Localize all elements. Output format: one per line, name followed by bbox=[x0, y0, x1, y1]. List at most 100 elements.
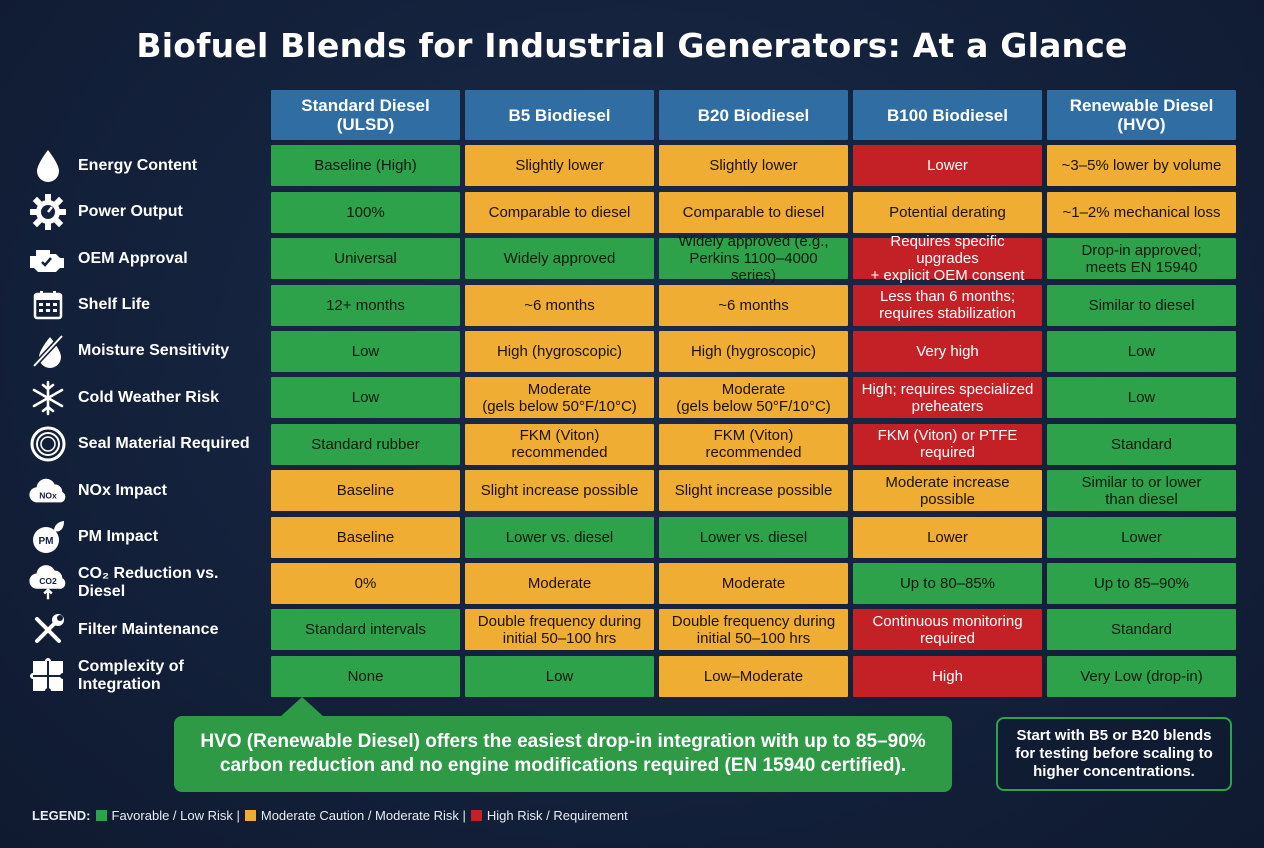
table-cell: Universal bbox=[271, 238, 460, 280]
row-label-text: Complexity of Integration bbox=[78, 658, 184, 694]
table-cell: Slight increase possible bbox=[659, 470, 848, 512]
row-label: Cold Weather Risk bbox=[28, 377, 266, 418]
row-label-text: PM Impact bbox=[78, 528, 159, 546]
table-cell: Very high bbox=[853, 330, 1042, 372]
table-cell: FKM (Viton) recommended bbox=[465, 423, 654, 465]
table-cell: Baseline bbox=[271, 516, 460, 558]
table-cell: 12+ months bbox=[271, 284, 460, 326]
row-label-text: Seal Material Required bbox=[78, 435, 250, 453]
legend-high: High Risk / Requirement bbox=[486, 808, 628, 823]
gear-gauge-icon bbox=[28, 192, 68, 232]
legend-swatch-favorable bbox=[95, 810, 107, 821]
snowflake-icon bbox=[28, 378, 68, 418]
table-cell: Continuous monitoring required bbox=[853, 609, 1042, 651]
seal-ring-icon bbox=[28, 424, 68, 464]
table-cell: None bbox=[271, 655, 460, 697]
table-cell: High (hygroscopic) bbox=[659, 330, 848, 372]
nox-cloud-icon: NOx bbox=[28, 471, 68, 511]
page-title: Biofuel Blends for Industrial Generators… bbox=[136, 26, 1128, 65]
legend-favorable: Favorable / Low Risk | bbox=[111, 808, 240, 823]
table-cell: Lower bbox=[853, 516, 1042, 558]
table-cell: Slightly lower bbox=[465, 145, 654, 187]
table-cell: ~1–2% mechanical loss bbox=[1047, 191, 1236, 233]
table-cell: FKM (Viton) or PTFE required bbox=[853, 423, 1042, 465]
row-label-text: Shelf Life bbox=[78, 296, 151, 314]
calendar-icon bbox=[28, 285, 68, 325]
row-label: PM PM Impact bbox=[28, 517, 266, 558]
table-cell: Low bbox=[271, 377, 460, 419]
no-water-icon bbox=[28, 331, 68, 371]
table-cell: Similar to diesel bbox=[1047, 284, 1236, 326]
column-header-b100: B100 Biodiesel bbox=[853, 90, 1042, 140]
table-cell: Slightly lower bbox=[659, 145, 848, 187]
table-cell: Requires specific upgrades + explicit OE… bbox=[853, 233, 1042, 284]
table-cell: Up to 85–90% bbox=[1047, 562, 1236, 604]
row-label-text: Power Output bbox=[78, 203, 183, 221]
legend-swatch-high bbox=[470, 810, 482, 821]
comparison-table: Standard Diesel (ULSD) B5 Biodiesel B20 … bbox=[28, 90, 1236, 697]
table-cell: ~3–5% lower by volume bbox=[1047, 145, 1236, 187]
tip-box: Start with B5 or B20 blends for testing … bbox=[996, 717, 1232, 791]
co2-cloud-icon: CO2 bbox=[28, 563, 68, 603]
table-cell: Similar to or lower than diesel bbox=[1047, 470, 1236, 512]
hvo-callout: HVO (Renewable Diesel) offers the easies… bbox=[174, 716, 952, 792]
table-cell: 100% bbox=[271, 191, 460, 233]
row-label: Moisture Sensitivity bbox=[28, 331, 266, 372]
table-cell: Low bbox=[1047, 377, 1236, 419]
table-cell: Comparable to diesel bbox=[659, 191, 848, 233]
table-cell: Standard bbox=[1047, 423, 1236, 465]
pm-leaf-icon: PM bbox=[28, 517, 68, 557]
table-cell: Lower vs. diesel bbox=[465, 516, 654, 558]
column-header-ulsd: Standard Diesel (ULSD) bbox=[271, 90, 460, 140]
row-label: Filter Maintenance bbox=[28, 609, 266, 650]
column-header-b5: B5 Biodiesel bbox=[465, 90, 654, 140]
row-label: Seal Material Required bbox=[28, 424, 266, 465]
droplet-icon bbox=[28, 146, 68, 186]
legend-moderate: Moderate Caution / Moderate Risk | bbox=[260, 808, 466, 823]
table-cell: High; requires specialized preheaters bbox=[853, 377, 1042, 419]
legend-swatch-moderate bbox=[244, 810, 256, 821]
row-label: Power Output bbox=[28, 192, 266, 233]
wrench-screwdriver-icon bbox=[28, 610, 68, 650]
table-cell: Widely approved bbox=[465, 238, 654, 280]
row-label: Energy Content bbox=[28, 145, 266, 186]
table-cell: Baseline (High) bbox=[271, 145, 460, 187]
table-cell: Baseline bbox=[271, 470, 460, 512]
column-header-hvo: Renewable Diesel (HVO) bbox=[1047, 90, 1236, 140]
table-cell: Low bbox=[1047, 330, 1236, 372]
row-label-text: Moisture Sensitivity bbox=[78, 342, 230, 360]
row-label-text: Energy Content bbox=[78, 156, 198, 174]
table-cell: Lower vs. diesel bbox=[659, 516, 848, 558]
legend: LEGEND: Favorable / Low Risk | Moderate … bbox=[32, 808, 628, 823]
table-cell: Widely approved (e.g., Perkins 1100–4000… bbox=[659, 233, 848, 284]
svg-text:PM: PM bbox=[39, 536, 54, 547]
table-cell: Lower bbox=[1047, 516, 1236, 558]
svg-text:NOx: NOx bbox=[39, 490, 57, 500]
row-label-text: OEM Approval bbox=[78, 249, 188, 267]
row-label: OEM Approval bbox=[28, 238, 266, 279]
table-cell: High (hygroscopic) bbox=[465, 330, 654, 372]
table-cell: Lower bbox=[853, 145, 1042, 187]
table-cell: Moderate increase possible bbox=[853, 470, 1042, 512]
row-label: NOx NOx Impact bbox=[28, 470, 266, 511]
table-cell: Standard bbox=[1047, 609, 1236, 651]
table-cell: Moderate bbox=[465, 562, 654, 604]
table-cell: Comparable to diesel bbox=[465, 191, 654, 233]
table-cell: High bbox=[853, 655, 1042, 697]
row-label-text: Filter Maintenance bbox=[78, 620, 219, 638]
callout-pointer bbox=[280, 697, 324, 717]
table-cell: Moderate bbox=[659, 562, 848, 604]
column-header-b20: B20 Biodiesel bbox=[659, 90, 848, 140]
table-cell: ~6 months bbox=[659, 284, 848, 326]
row-label: Complexity of Integration bbox=[28, 656, 266, 697]
table-cell: 0% bbox=[271, 562, 460, 604]
table-cell: Double frequency during initial 50–100 h… bbox=[659, 609, 848, 651]
svg-text:CO2: CO2 bbox=[39, 576, 57, 586]
table-cell: Moderate (gels below 50°F/10°C) bbox=[465, 377, 654, 419]
row-label-text: Cold Weather Risk bbox=[78, 388, 220, 406]
table-cell: Standard rubber bbox=[271, 423, 460, 465]
table-corner bbox=[28, 90, 266, 140]
table-cell: Standard intervals bbox=[271, 609, 460, 651]
table-cell: Low bbox=[465, 655, 654, 697]
row-label: CO2 CO₂ Reduction vs. Diesel bbox=[28, 563, 266, 604]
